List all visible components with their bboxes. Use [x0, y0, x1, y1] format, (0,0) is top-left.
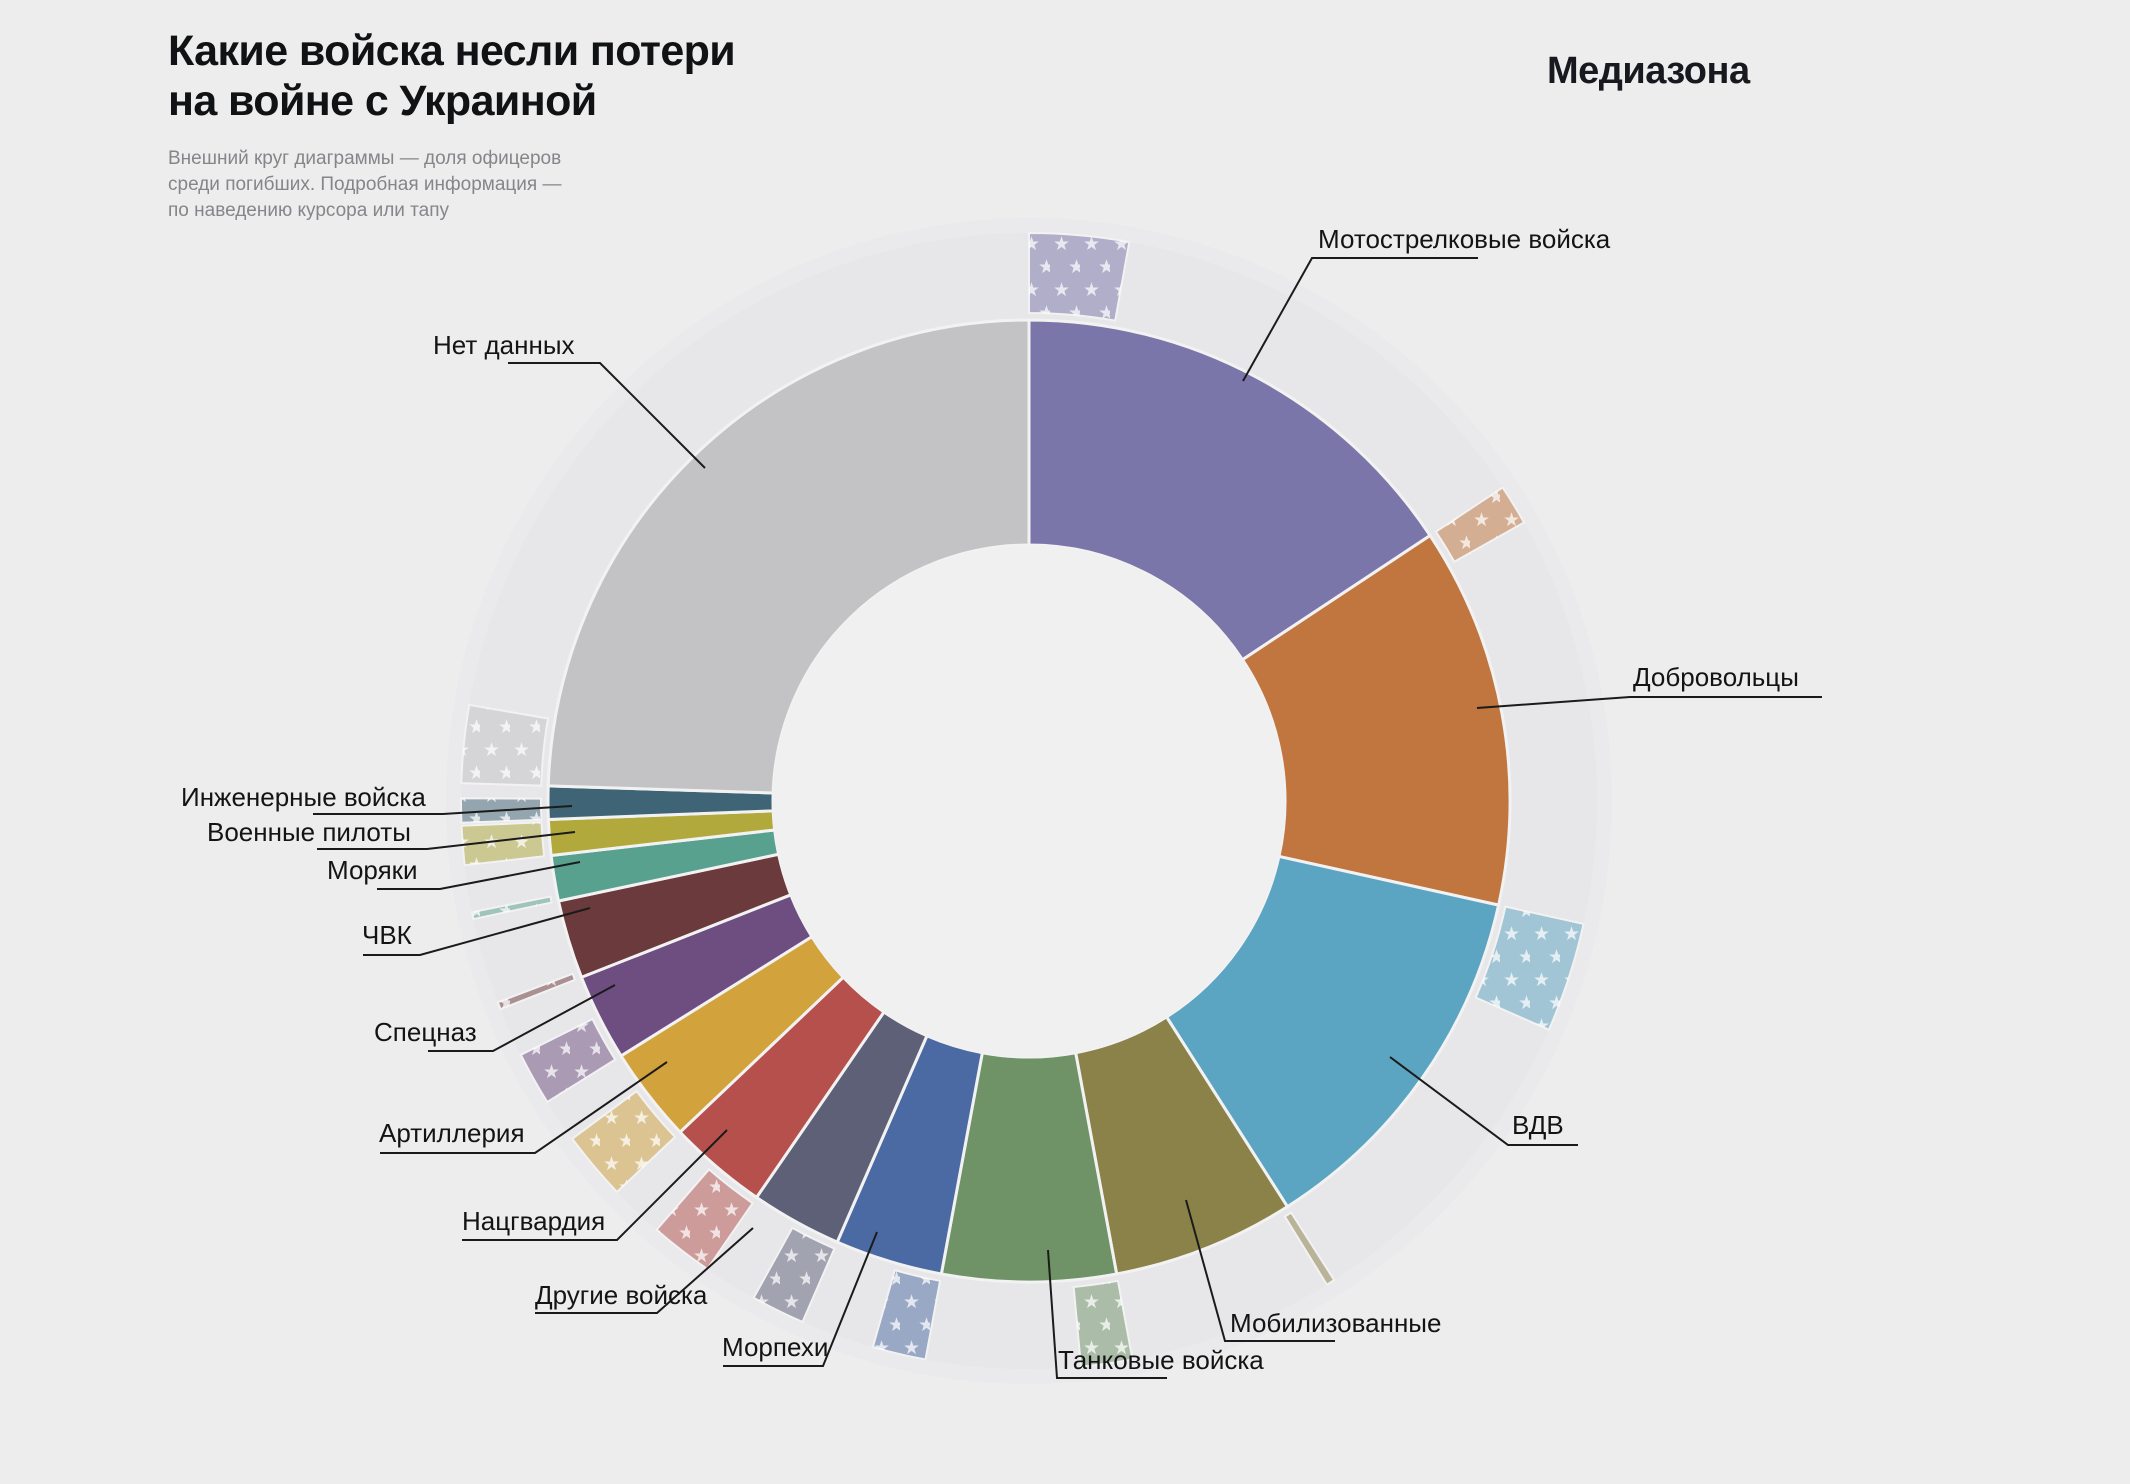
leader-line-moryaki: [377, 861, 581, 890]
page-title-line1: Какие войска несли потери: [168, 27, 736, 75]
leader-line-natsgvardia: [462, 1129, 728, 1241]
officer-arc-stars-motostrelki: [1029, 233, 1130, 321]
segment-label-chvk: ЧВК: [362, 920, 412, 950]
leader-line-artilleria: [380, 1061, 668, 1154]
leader-line-net_dannykh: [508, 362, 706, 469]
segment-label-artilleria: Артиллерия: [379, 1118, 525, 1148]
officer-arc-stars-pilots: [461, 822, 545, 866]
leader-line-chvk: [363, 907, 591, 956]
officer-arc-stars-spetsnaz: [520, 1019, 616, 1102]
officer-arc-stars-net_dannykh: [461, 704, 549, 786]
donut-hole: [773, 545, 1285, 1057]
officer-arc-stars-mobilizovannye: [1284, 1212, 1335, 1285]
leader-line-dobrovoltsy: [1476, 696, 1822, 709]
segment-label-moryaki: Моряки: [327, 855, 418, 885]
officer-arc-stars-dobrovoltsy: [1435, 487, 1525, 562]
segment-label-natsgvardia: Нацгвардия: [462, 1206, 606, 1236]
officer-arc-stars-moryaki: [471, 896, 552, 920]
leader-line-morpekhi: [723, 1231, 878, 1367]
leader-line-motostrelki: [1242, 257, 1478, 382]
segment-label-morpekhi: Морпехи: [722, 1332, 829, 1362]
chart-note-line3: по наведению курсора или тапу: [168, 200, 450, 221]
segment-label-pilots: Военные пилоты: [207, 817, 411, 847]
officer-arc-stars-natsgvardia: [656, 1169, 753, 1270]
officer-arc-stars-vdv: [1475, 906, 1584, 1030]
chart-note-line2: среди погибших. Подробная информация —: [168, 174, 562, 195]
officer-arc-stars-artilleria: [572, 1091, 676, 1192]
page-title-line2: на войне с Украиной: [168, 77, 597, 125]
leader-line-pilots: [317, 831, 576, 850]
segment-label-drugie: Другие войска: [535, 1280, 708, 1310]
segment-label-net_dannykh: Нет данных: [433, 330, 575, 360]
officer-arc-stars-tankovye: [1073, 1280, 1133, 1367]
leader-line-drugie: [535, 1227, 754, 1314]
leader-line-inzhenernye: [313, 805, 573, 815]
segment-label-dobrovoltsy: Добровольцы: [1633, 662, 1799, 692]
officer-arc-stars-morpekhi: [872, 1270, 941, 1360]
officer-arc-stars-chvk: [497, 973, 575, 1010]
officer-arc-stars-drugie: [753, 1227, 835, 1322]
leader-line-tankovye: [1047, 1249, 1167, 1379]
chart-note-line1: Внешний круг диаграммы — доля офицеров: [168, 148, 562, 169]
mediazona-logo[interactable]: Медиазона: [1547, 50, 1750, 92]
segment-label-vdv: ВДВ: [1512, 1110, 1564, 1140]
segment-label-spetsnaz: Спецназ: [374, 1017, 477, 1047]
segment-label-motostrelki: Мотострелковые войска: [1318, 224, 1611, 254]
leader-line-mobilizovannye: [1185, 1199, 1335, 1342]
leader-line-vdv: [1389, 1056, 1578, 1146]
leader-line-spetsnaz: [428, 984, 616, 1052]
segment-label-tankovye: Танковые войска: [1058, 1345, 1264, 1375]
segment-label-inzhenernye: Инженерные войска: [181, 782, 426, 812]
segment-label-mobilizovannye: Мобилизованные: [1230, 1308, 1442, 1338]
